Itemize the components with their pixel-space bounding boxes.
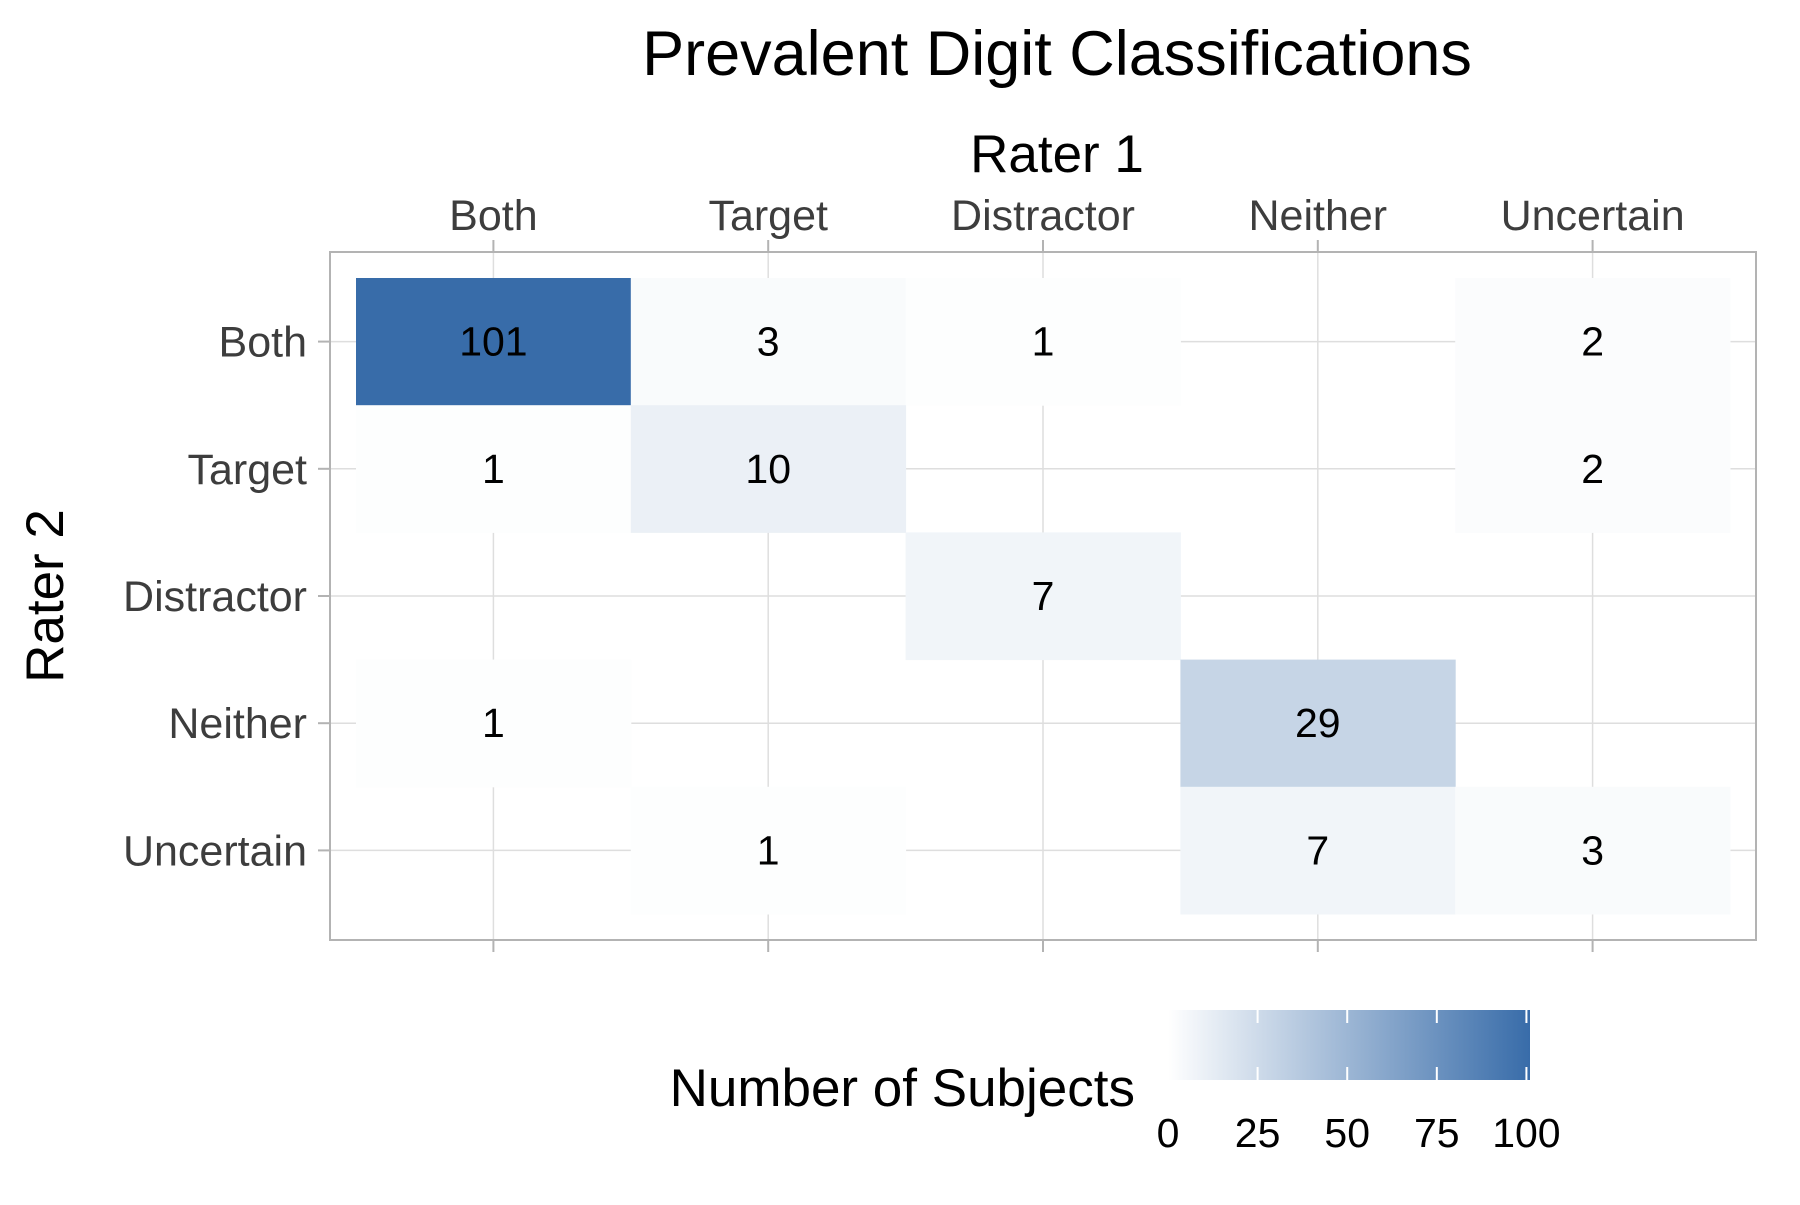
- colorbar-tick-label-0: 0: [1157, 1110, 1180, 1156]
- heatmap-cell-target-uncertain: [1455, 405, 1731, 533]
- cell-value-neither-neither: 29: [1295, 700, 1341, 746]
- colorbar-tick-label-100: 100: [1492, 1110, 1560, 1156]
- heatmap-cell-both-distractor: [905, 278, 1181, 406]
- cell-value-target-uncertain: 2: [1581, 446, 1604, 492]
- colorbar-tick-label-25: 25: [1235, 1110, 1281, 1156]
- colorbar-legend: Number of Subjects 0 25 50 75 100: [670, 1010, 1561, 1156]
- cell-value-distractor-distractor: 7: [1032, 573, 1055, 619]
- x-axis-title: Rater 1: [970, 125, 1144, 184]
- heatmap-cell-neither-neither: [1180, 659, 1456, 788]
- y-tick-label-distractor: Distractor: [123, 573, 307, 621]
- heatmap-cell-uncertain-neither: [1180, 786, 1456, 915]
- axis-ticks: Both Target Distractor Neither Uncertain Both…: [123, 192, 1685, 952]
- x-tick-label-target: Target: [708, 192, 828, 240]
- x-tick-label-distractor: Distractor: [951, 192, 1135, 240]
- cell-value-target-both: 1: [482, 446, 505, 492]
- y-axis-title: Rater 2: [16, 509, 75, 683]
- cell-value-neither-both: 1: [482, 700, 505, 746]
- cell-value-uncertain-uncertain: 3: [1581, 827, 1604, 873]
- heatmap-cell-both-target: [630, 278, 907, 406]
- heatmap-cell-distractor-distractor: [905, 532, 1181, 661]
- colorbar-ticks: 0 25 50 75 100: [1157, 1010, 1561, 1156]
- heatmap-cell-uncertain-uncertain: [1455, 786, 1731, 915]
- cell-value-labels: 101 3 1 2 1 10 2 7 1 29 1 7 3: [459, 319, 1604, 874]
- y-tick-label-neither: Neither: [168, 700, 307, 748]
- cell-value-target-target: 10: [745, 446, 791, 492]
- heatmap-cell-uncertain-target: [630, 786, 907, 915]
- cell-value-both-distractor: 1: [1032, 319, 1055, 365]
- y-tick-label-uncertain: Uncertain: [123, 827, 307, 875]
- cell-value-uncertain-target: 1: [757, 827, 780, 873]
- y-tick-label-target: Target: [187, 446, 307, 494]
- heatmap-cell-both-uncertain: [1455, 278, 1731, 406]
- cell-value-both-uncertain: 2: [1581, 319, 1604, 365]
- cell-value-both-target: 3: [757, 319, 780, 365]
- colorbar-title: Number of Subjects: [670, 1059, 1135, 1118]
- colorbar-tick-label-75: 75: [1414, 1110, 1460, 1156]
- x-tick-label-uncertain: Uncertain: [1501, 192, 1685, 240]
- heatmap-cell-target-both: [356, 405, 632, 533]
- x-tick-label-both: Both: [449, 192, 537, 240]
- colorbar-gradient: [1168, 1010, 1530, 1080]
- cell-value-uncertain-neither: 7: [1306, 827, 1329, 873]
- colorbar-tick-label-50: 50: [1324, 1110, 1370, 1156]
- y-tick-label-both: Both: [219, 319, 307, 367]
- heatmap-cell-both-both: [356, 278, 632, 406]
- heatmap-cell-neither-both: [356, 659, 632, 788]
- cell-value-both-both: 101: [459, 319, 527, 365]
- heatmap-cells: [356, 278, 1731, 915]
- x-tick-label-neither: Neither: [1248, 192, 1387, 240]
- heatmap-cell-target-target: [630, 405, 907, 533]
- chart-title: Prevalent Digit Classifications: [642, 19, 1472, 89]
